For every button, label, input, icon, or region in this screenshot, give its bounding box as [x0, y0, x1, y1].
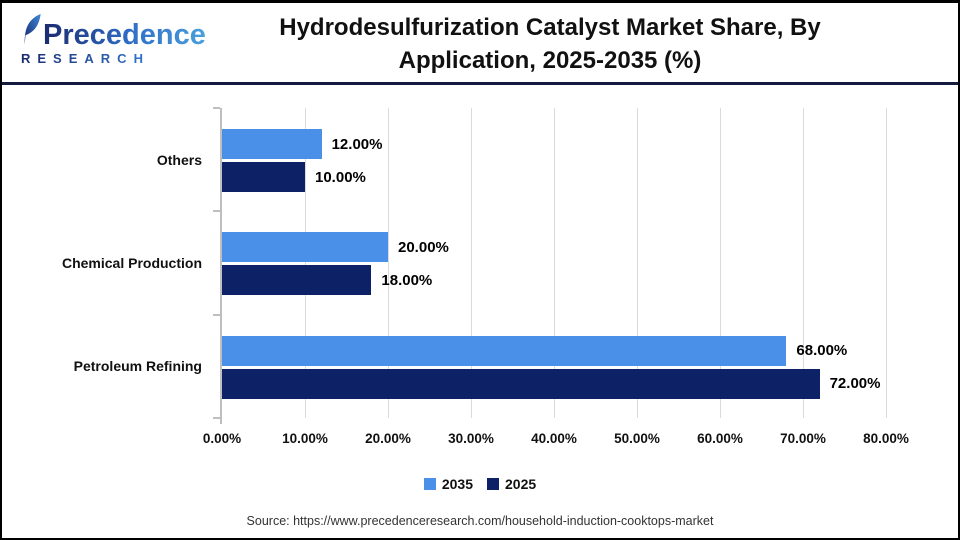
- category-label: Petroleum Refining: [73, 358, 202, 375]
- category-label: Others: [156, 151, 202, 168]
- x-tick-label: 30.00%: [448, 431, 494, 446]
- y-axis-line: [220, 108, 222, 418]
- bar-2035-chemical-production: [222, 232, 388, 263]
- bar-2035-petroleum-refining: [222, 335, 787, 366]
- bar-2025-others: [222, 162, 305, 192]
- gridline: [803, 108, 804, 418]
- bar-line: 10.00%: [222, 162, 886, 192]
- logo-leaf-icon: [18, 13, 42, 50]
- legend-item-2035: 2035: [423, 476, 473, 492]
- x-tick-label: 10.00%: [282, 431, 328, 446]
- category-row: Chemical Production 20.00% 18.00%: [62, 211, 886, 314]
- legend-swatch-icon: [423, 478, 436, 490]
- value-label: 68.00%: [796, 342, 848, 360]
- value-label: 18.00%: [381, 271, 433, 289]
- chart-title: Hydrodesulfurization Catalyst Market Sha…: [182, 11, 918, 77]
- legend: 2035 2025: [2, 476, 958, 492]
- value-label: 10.00%: [315, 168, 366, 186]
- gridline: [886, 108, 887, 418]
- plot-area: Others 12.00% 10.00% Chemical Production 20.…: [62, 107, 887, 424]
- logo-brand-text: Precedence: [43, 19, 206, 51]
- bar-line: 12.00%: [222, 129, 886, 159]
- category-label: Chemical Production: [61, 254, 202, 271]
- header-divider: [2, 82, 958, 85]
- category-row: Petroleum Refining 68.00% 72.00%: [74, 315, 886, 418]
- y-axis-tick: [213, 417, 220, 419]
- x-axis-zero-tick: [220, 418, 222, 424]
- source-note: Source: https://www.precedenceresearch.c…: [246, 514, 714, 528]
- chart-title-line1: Hydrodesulfurization Catalyst Market Sha…: [279, 14, 821, 41]
- gridline: [720, 108, 721, 418]
- x-tick-label: 70.00%: [780, 431, 826, 446]
- x-tick-label: 50.00%: [614, 431, 660, 446]
- legend-item-2025: 2025: [487, 476, 536, 492]
- x-tick-label: 40.00%: [531, 431, 577, 446]
- y-axis-tick: [213, 313, 220, 316]
- legend-swatch-icon: [487, 478, 499, 490]
- x-tick-label: 20.00%: [365, 431, 411, 446]
- header: Precedence RESEARCH Hydrodesulfurization…: [2, 3, 958, 82]
- bar-line: 20.00%: [222, 232, 886, 263]
- value-label: 20.00%: [398, 238, 449, 256]
- gridline: [554, 108, 555, 418]
- bar-2035-others: [222, 129, 322, 159]
- gridline: [637, 108, 638, 418]
- y-axis-tick: [213, 210, 220, 213]
- x-tick-label: 0.00%: [202, 431, 242, 446]
- category-row: Others 12.00% 10.00%: [157, 108, 886, 211]
- x-axis-labels: 0.00% 10.00% 20.00% 30.00% 40.00% 50.00% 60.00…: [203, 431, 909, 449]
- bar-line: 72.00%: [222, 368, 886, 399]
- gridline: [388, 108, 389, 418]
- legend-label: 2035: [441, 476, 473, 492]
- bar-2025-petroleum-refining: [222, 368, 820, 399]
- bar-line: 68.00%: [222, 335, 886, 366]
- precedence-research-logo: Precedence RESEARCH: [18, 13, 218, 66]
- x-tick-label: 80.00%: [863, 431, 909, 446]
- value-label: 12.00%: [331, 135, 383, 153]
- gridline: [305, 108, 306, 418]
- y-axis-tick: [213, 107, 220, 109]
- chart-title-line2: Application, 2025-2035 (%): [398, 47, 702, 74]
- value-label: 72.00%: [829, 375, 881, 393]
- gridline: [471, 108, 472, 418]
- x-tick-label: 60.00%: [697, 431, 743, 446]
- logo-sub-text: RESEARCH: [21, 51, 218, 66]
- bar-2025-chemical-production: [222, 265, 372, 296]
- legend-label: 2025: [505, 476, 537, 492]
- bar-line: 18.00%: [222, 265, 886, 296]
